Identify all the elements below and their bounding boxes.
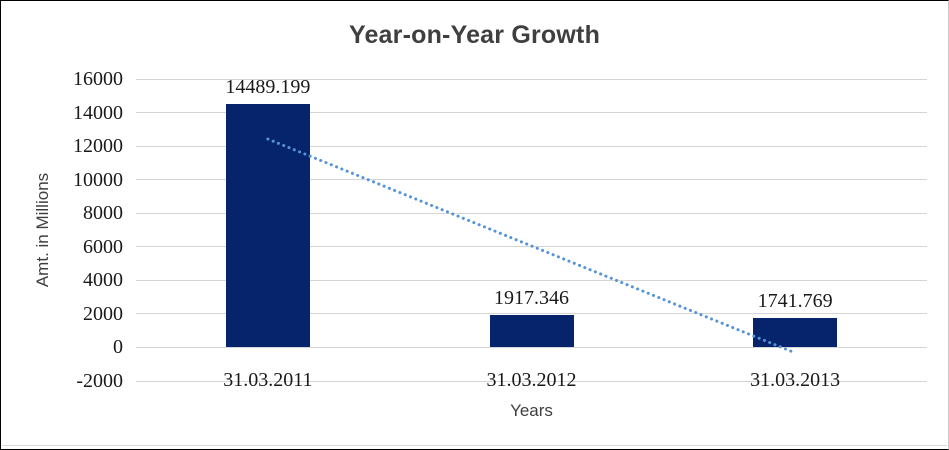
chart-title: Year-on-Year Growth	[348, 21, 601, 49]
bar	[489, 315, 574, 348]
y-tick-label: 2000	[83, 302, 123, 325]
bar-value-label: 1741.769	[757, 290, 833, 313]
x-axis-title: Years	[510, 401, 553, 420]
y-tick-label: 16000	[73, 68, 123, 90]
x-category-label: 31.03.2011	[223, 369, 313, 391]
x-category-label: 31.03.2012	[486, 369, 577, 391]
y-tick-label: 6000	[83, 235, 123, 258]
x-category-label: 31.03.2013	[750, 369, 841, 391]
bar	[753, 318, 838, 348]
bar-value-label: 1917.346	[493, 287, 569, 310]
bar-value-label: 14489.199	[225, 76, 311, 99]
y-tick-label: 14000	[73, 101, 123, 124]
y-tick-label: -2000	[76, 370, 123, 392]
gridline	[136, 380, 927, 382]
gridline	[136, 112, 927, 114]
chart-border-edge	[2, 445, 947, 446]
bar	[225, 104, 310, 348]
y-tick-label: 4000	[83, 269, 123, 292]
y-tick-label: 12000	[73, 135, 123, 158]
y-tick-label: 10000	[73, 168, 123, 191]
y-tick-label: 8000	[83, 202, 123, 225]
y-tick-label: 0	[113, 336, 123, 359]
gridline	[136, 78, 927, 80]
